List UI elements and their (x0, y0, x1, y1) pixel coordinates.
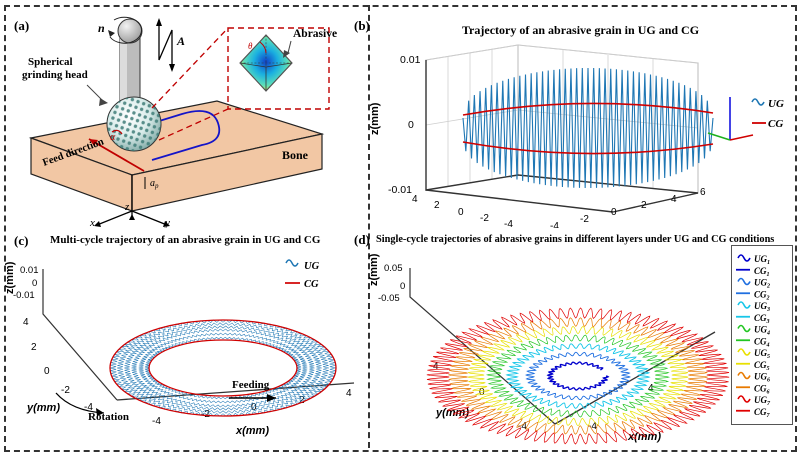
svg-text:UG: UG (304, 261, 320, 272)
svg-text:2: 2 (641, 200, 647, 211)
svg-text:-0.01: -0.01 (13, 290, 35, 301)
svg-text:0: 0 (458, 207, 464, 218)
svg-text:0: 0 (44, 366, 50, 377)
svg-text:0: 0 (400, 281, 405, 292)
svg-text:4: 4 (23, 317, 29, 328)
svg-text:CG4: CG4 (754, 336, 770, 348)
svg-text:CG6: CG6 (754, 383, 770, 395)
svg-text:CG7: CG7 (754, 407, 771, 419)
svg-text:CG2: CG2 (754, 289, 770, 301)
svg-text:4: 4 (671, 194, 677, 205)
svg-text:-0.01: -0.01 (388, 184, 412, 196)
svg-text:y(mm): y(mm) (26, 402, 60, 414)
svg-text:6: 6 (700, 187, 706, 198)
svg-text:UG3: UG3 (754, 301, 770, 313)
svg-text:z: z (124, 201, 130, 213)
svg-text:z(mm): z(mm) (368, 253, 380, 286)
svg-text:Abrasive: Abrasive (293, 28, 337, 40)
svg-text:-2: -2 (480, 213, 489, 224)
svg-text:0.05: 0.05 (384, 263, 403, 274)
svg-text:-4: -4 (504, 219, 513, 228)
svg-text:UG6: UG6 (754, 372, 770, 384)
svg-text:Rotation: Rotation (88, 411, 129, 423)
svg-text:0: 0 (611, 207, 617, 218)
svg-text:-4: -4 (550, 221, 559, 228)
svg-text:0: 0 (32, 278, 37, 289)
svg-text:UG5: UG5 (754, 348, 770, 360)
svg-text:2: 2 (31, 342, 37, 353)
svg-text:CG: CG (304, 279, 319, 290)
svg-text:CG3: CG3 (754, 313, 770, 325)
svg-text:UG4: UG4 (754, 325, 770, 337)
svg-text:α: α (110, 132, 116, 143)
svg-text:-4: -4 (152, 416, 161, 427)
svg-text:-2: -2 (580, 214, 589, 225)
svg-text:0.01: 0.01 (20, 265, 39, 276)
svg-text:UG7: UG7 (754, 395, 771, 407)
svg-text:4: 4 (346, 388, 352, 399)
svg-text:CG5: CG5 (754, 360, 770, 372)
svg-text:-2: -2 (61, 385, 70, 396)
svg-text:Feeding: Feeding (232, 379, 270, 391)
svg-text:z(mm): z(mm) (369, 102, 381, 135)
svg-text:CG: CG (768, 118, 783, 130)
svg-text:0: 0 (408, 119, 414, 131)
svg-text:x: x (89, 217, 95, 228)
svg-text:4: 4 (648, 383, 654, 394)
svg-text:-0.05: -0.05 (378, 293, 400, 304)
svg-text:Bone: Bone (282, 148, 309, 162)
svg-text:0.01: 0.01 (400, 54, 421, 66)
svg-text:y: y (164, 217, 170, 228)
svg-text:θ: θ (248, 41, 253, 51)
svg-text:UG1: UG1 (754, 254, 770, 266)
svg-text:A: A (176, 34, 185, 48)
svg-text:4: 4 (412, 194, 418, 205)
svg-text:n: n (98, 21, 105, 35)
svg-text:UG2: UG2 (754, 278, 770, 290)
svg-text:UG: UG (768, 98, 784, 110)
svg-text:2: 2 (434, 200, 440, 211)
svg-text:x(mm): x(mm) (235, 425, 269, 437)
svg-text:CG1: CG1 (754, 266, 770, 278)
svg-text:Spherical grinding hea: Spherical grinding head (22, 56, 88, 81)
svg-text:z(mm): z(mm) (4, 261, 16, 294)
